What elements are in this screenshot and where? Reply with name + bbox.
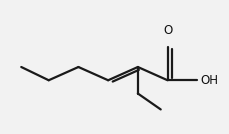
Text: O: O: [162, 24, 172, 37]
Text: OH: OH: [200, 74, 218, 87]
